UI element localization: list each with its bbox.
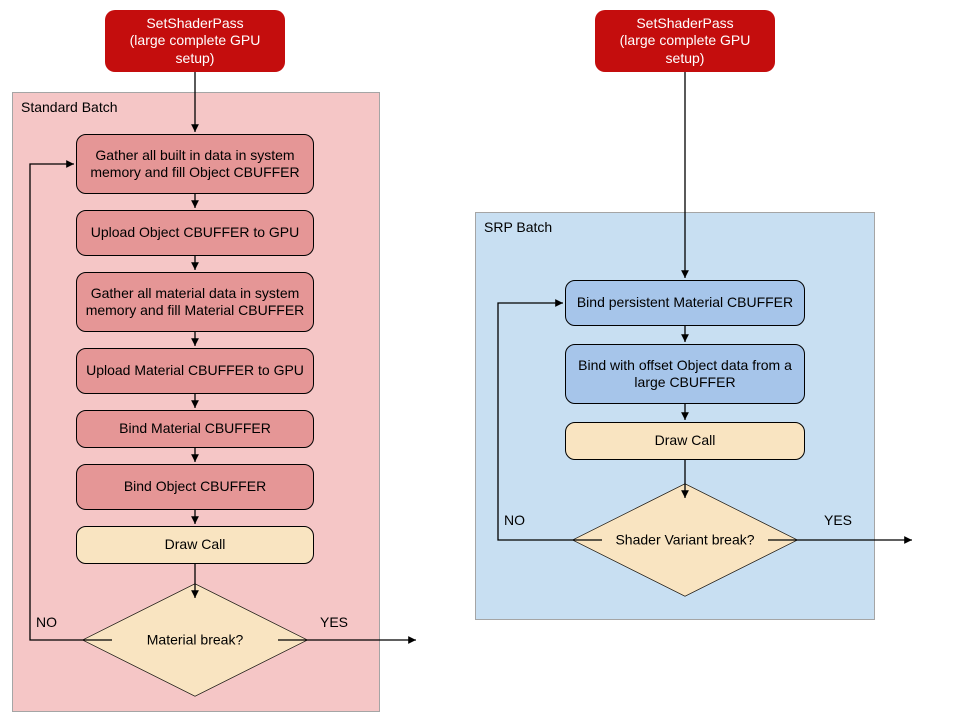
- left-step-2: Gather all material data in system memor…: [76, 272, 314, 332]
- right-step-2: Draw Call: [565, 422, 805, 460]
- left-header-line1: SetShaderPass: [113, 15, 277, 33]
- left-header-line3: setup): [113, 50, 277, 68]
- right-yes-label: YES: [824, 512, 852, 530]
- left-header-line2: (large complete GPU: [113, 32, 277, 50]
- left-step-4-text: Bind Material CBUFFER: [85, 420, 305, 438]
- left-step-1: Upload Object CBUFFER to GPU: [76, 210, 314, 256]
- left-no-label: NO: [36, 614, 57, 632]
- left-step-5: Bind Object CBUFFER: [76, 464, 314, 510]
- right-batch-title: SRP Batch: [484, 219, 552, 237]
- right-decision: Shader Variant break?: [605, 460, 765, 620]
- right-no-label: NO: [504, 512, 525, 530]
- right-header-line1: SetShaderPass: [603, 15, 767, 33]
- right-header-line3: setup): [603, 50, 767, 68]
- right-header: SetShaderPass (large complete GPU setup): [595, 10, 775, 72]
- right-step-1: Bind with offset Object data from a larg…: [565, 344, 805, 404]
- left-step-6-text: Draw Call: [85, 536, 305, 554]
- left-step-3: Upload Material CBUFFER to GPU: [76, 348, 314, 394]
- left-step-4: Bind Material CBUFFER: [76, 410, 314, 448]
- right-step-2-text: Draw Call: [574, 432, 796, 450]
- left-step-2-text: Gather all material data in system memor…: [85, 285, 305, 320]
- left-step-5-text: Bind Object CBUFFER: [85, 478, 305, 496]
- left-yes-label: YES: [320, 614, 348, 632]
- right-decision-shape: [572, 483, 798, 596]
- right-header-line2: (large complete GPU: [603, 32, 767, 50]
- right-step-1-text: Bind with offset Object data from a larg…: [574, 357, 796, 392]
- left-decision: Material break?: [115, 560, 275, 720]
- left-step-0-text: Gather all built in data in system memor…: [85, 147, 305, 182]
- left-step-0: Gather all built in data in system memor…: [76, 134, 314, 194]
- left-step-6: Draw Call: [76, 526, 314, 564]
- left-decision-shape: [82, 583, 308, 696]
- right-step-0: Bind persistent Material CBUFFER: [565, 280, 805, 326]
- left-step-3-text: Upload Material CBUFFER to GPU: [85, 362, 305, 380]
- right-step-0-text: Bind persistent Material CBUFFER: [574, 294, 796, 312]
- left-step-1-text: Upload Object CBUFFER to GPU: [85, 224, 305, 242]
- left-batch-title: Standard Batch: [21, 99, 118, 117]
- left-header: SetShaderPass (large complete GPU setup): [105, 10, 285, 72]
